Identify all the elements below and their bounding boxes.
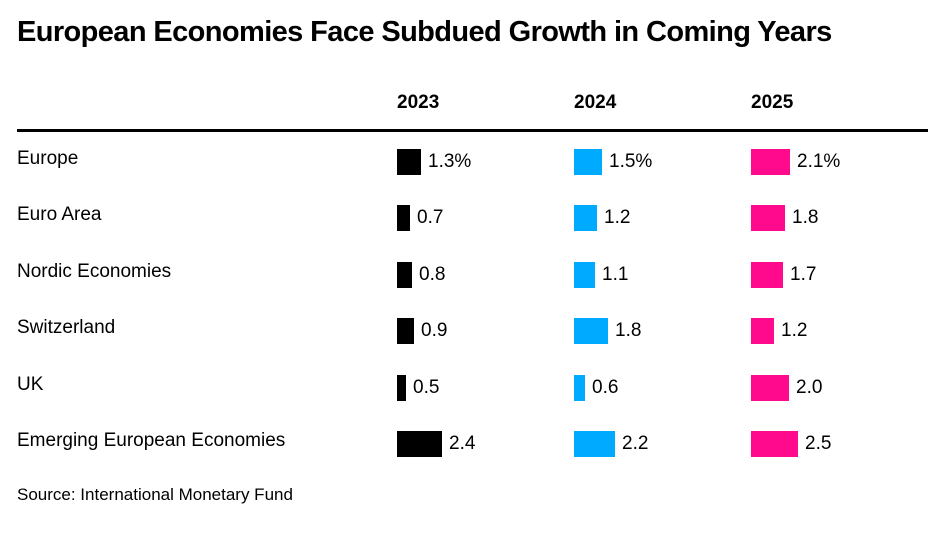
row-label-europe: Europe bbox=[17, 148, 79, 169]
bar-2024-nordic-economies bbox=[574, 261, 595, 288]
row-label-euro-area: Euro Area bbox=[17, 204, 102, 226]
value-label-2025-euro-area: 1.8 bbox=[792, 207, 819, 229]
bar-2024-switzerland bbox=[574, 318, 608, 345]
value-label-2025-europe: 2.1% bbox=[797, 151, 841, 172]
value-label-2023-euro-area: 0.7 bbox=[417, 207, 444, 229]
row-label-nordic-economies: Nordic Economies bbox=[17, 260, 172, 282]
row-label-switzerland: Switzerland bbox=[17, 317, 116, 339]
bar-2023-nordic-economies bbox=[397, 261, 412, 288]
bar-2025-euro-area bbox=[751, 205, 785, 232]
value-label-2025-switzerland: 1.2 bbox=[781, 320, 808, 342]
bar-2025-uk bbox=[751, 374, 789, 401]
value-label-2024-uk: 0.6 bbox=[592, 376, 619, 398]
column-header-2024: 2024 bbox=[574, 92, 617, 113]
bar-2025-europe bbox=[751, 149, 790, 175]
value-label-2025-emerging-european-economies: 2.5 bbox=[805, 433, 832, 454]
bar-2023-uk bbox=[397, 374, 406, 401]
bar-2024-europe bbox=[574, 149, 602, 175]
value-label-2025-nordic-economies: 1.7 bbox=[790, 263, 817, 285]
value-label-2024-emerging-european-economies: 2.2 bbox=[622, 433, 649, 454]
header-divider bbox=[17, 129, 928, 132]
bar-2024-uk bbox=[574, 374, 585, 401]
value-label-2023-emerging-european-economies: 2.4 bbox=[449, 433, 476, 454]
value-label-2024-switzerland: 1.8 bbox=[615, 320, 642, 342]
source-note: Source: International Monetary Fund bbox=[17, 485, 293, 504]
value-label-2023-uk: 0.5 bbox=[413, 376, 440, 398]
bar-2024-euro-area bbox=[574, 205, 597, 232]
value-label-2024-europe: 1.5% bbox=[609, 151, 653, 172]
row-label-uk: UK bbox=[17, 373, 44, 395]
value-label-2024-nordic-economies: 1.1 bbox=[602, 263, 629, 285]
bar-2025-nordic-economies bbox=[751, 261, 783, 288]
chart-title: European Economies Face Subdued Growth i… bbox=[17, 16, 832, 48]
bar-2025-emerging-european-economies bbox=[751, 431, 798, 457]
bar-2024-emerging-european-economies bbox=[574, 431, 615, 457]
value-label-2023-nordic-economies: 0.8 bbox=[419, 263, 446, 285]
value-label-2023-switzerland: 0.9 bbox=[421, 320, 448, 342]
bar-2023-euro-area bbox=[397, 205, 410, 232]
value-label-2024-euro-area: 1.2 bbox=[604, 207, 631, 229]
bar-2023-europe bbox=[397, 149, 421, 175]
bar-2023-switzerland bbox=[397, 318, 414, 345]
value-label-2025-uk: 2.0 bbox=[796, 376, 823, 398]
row-label-emerging-european-economies: Emerging European Economies bbox=[17, 430, 286, 451]
bar-2023-emerging-european-economies bbox=[397, 431, 442, 457]
column-header-2023: 2023 bbox=[397, 92, 440, 113]
value-label-2023-europe: 1.3% bbox=[428, 151, 472, 172]
column-header-2025: 2025 bbox=[751, 92, 794, 113]
bar-2025-switzerland bbox=[751, 318, 774, 345]
